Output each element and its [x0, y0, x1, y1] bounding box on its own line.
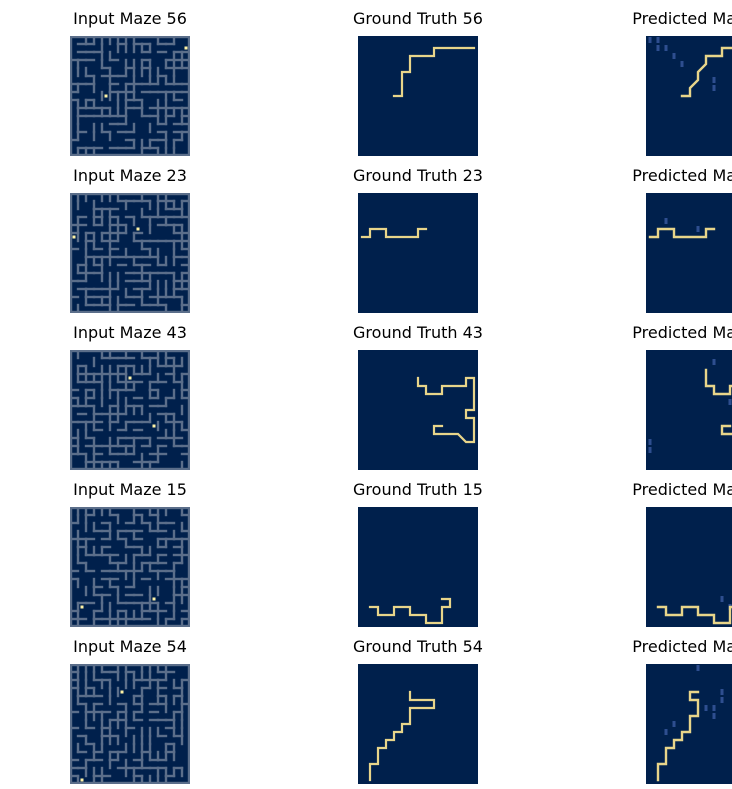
pred-background — [646, 193, 732, 313]
predicted-maze: Predicted Maze 23 — [586, 165, 732, 315]
input-maze: Input Maze 23 — [10, 165, 250, 315]
pred-noise — [649, 439, 652, 445]
end-marker — [137, 228, 140, 231]
panel-title: Ground Truth 56 — [298, 8, 538, 30]
maze-background — [70, 36, 190, 156]
input-maze-image — [70, 507, 190, 627]
ground-truth: Ground Truth 15 — [298, 479, 538, 629]
truth-background — [358, 664, 478, 784]
pred-noise — [721, 689, 724, 695]
maze-background — [70, 350, 190, 470]
maze-background — [70, 664, 190, 784]
input-maze: Input Maze 43 — [10, 322, 250, 472]
panel-title: Predicted Maze 43 — [586, 322, 732, 344]
ground-truth: Ground Truth 23 — [298, 165, 538, 315]
ground-truth-image — [358, 36, 478, 156]
panel-title: Ground Truth 23 — [298, 165, 538, 187]
pred-noise — [657, 45, 660, 51]
panel-title: Input Maze 43 — [10, 322, 250, 344]
pred-noise — [665, 218, 668, 224]
panel-title: Ground Truth 43 — [298, 322, 538, 344]
panel-title: Input Maze 15 — [10, 479, 250, 501]
input-maze-image — [70, 350, 190, 470]
predicted-maze-image — [646, 507, 732, 627]
panel-title: Predicted Maze 15 — [586, 479, 732, 501]
input-maze-image — [70, 36, 190, 156]
pred-noise — [721, 697, 724, 703]
predicted-maze-image — [646, 350, 732, 470]
ground-truth: Ground Truth 54 — [298, 636, 538, 786]
panel-title: Input Maze 56 — [10, 8, 250, 30]
truth-background — [358, 350, 478, 470]
input-maze: Input Maze 15 — [10, 479, 250, 629]
pred-noise — [665, 45, 668, 51]
start-marker — [81, 606, 84, 609]
pred-noise — [649, 37, 652, 43]
end-marker — [153, 598, 156, 601]
end-marker — [121, 691, 124, 694]
panel-title: Ground Truth 54 — [298, 636, 538, 658]
end-marker — [153, 425, 156, 428]
predicted-maze: Predicted Maze 15 — [586, 479, 732, 629]
predicted-maze-image — [646, 664, 732, 784]
ground-truth: Ground Truth 43 — [298, 322, 538, 472]
pred-noise — [657, 37, 660, 43]
ground-truth-image — [358, 664, 478, 784]
ground-truth: Ground Truth 56 — [298, 8, 538, 158]
pred-background — [646, 350, 732, 470]
ground-truth-image — [358, 193, 478, 313]
panel-title: Predicted Maze 56 — [586, 8, 732, 30]
start-marker — [129, 377, 132, 380]
pred-noise — [713, 705, 716, 711]
pred-noise — [697, 665, 700, 671]
start-marker — [73, 236, 76, 239]
pred-noise — [665, 729, 668, 735]
maze-background — [70, 193, 190, 313]
panel-title: Predicted Maze 23 — [586, 165, 732, 187]
start-marker — [81, 779, 84, 782]
pred-noise — [713, 77, 716, 83]
pred-noise — [713, 713, 716, 719]
panel-title: Ground Truth 15 — [298, 479, 538, 501]
input-maze: Input Maze 54 — [10, 636, 250, 786]
truth-background — [358, 193, 478, 313]
pred-noise — [649, 447, 652, 453]
pred-noise — [673, 721, 676, 727]
input-maze: Input Maze 56 — [10, 8, 250, 158]
ground-truth-image — [358, 350, 478, 470]
pred-noise — [697, 226, 700, 232]
pred-noise — [673, 53, 676, 59]
pred-noise — [729, 399, 732, 405]
truth-background — [358, 507, 478, 627]
pred-background — [646, 507, 732, 627]
truth-background — [358, 36, 478, 156]
predicted-maze: Predicted Maze 54 — [586, 636, 732, 786]
predicted-maze-image — [646, 193, 732, 313]
start-marker — [105, 95, 108, 98]
input-maze-image — [70, 664, 190, 784]
panel-title: Input Maze 23 — [10, 165, 250, 187]
pred-noise — [713, 359, 716, 365]
pred-noise — [713, 85, 716, 91]
pred-noise — [721, 596, 724, 602]
predicted-maze: Predicted Maze 56 — [586, 8, 732, 158]
input-maze-image — [70, 193, 190, 313]
predicted-maze: Predicted Maze 43 — [586, 322, 732, 472]
panel-title: Predicted Maze 54 — [586, 636, 732, 658]
pred-noise — [681, 61, 684, 67]
ground-truth-image — [358, 507, 478, 627]
panel-title: Input Maze 54 — [10, 636, 250, 658]
end-marker — [185, 47, 188, 50]
maze-background — [70, 507, 190, 627]
pred-noise — [705, 705, 708, 711]
predicted-maze-image — [646, 36, 732, 156]
